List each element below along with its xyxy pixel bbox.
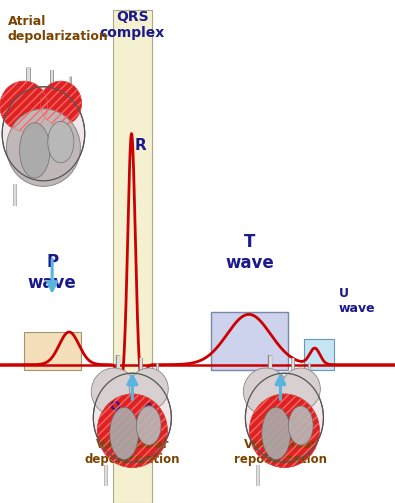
Ellipse shape — [40, 81, 81, 126]
Ellipse shape — [98, 394, 167, 467]
Ellipse shape — [243, 368, 288, 415]
Ellipse shape — [93, 373, 171, 462]
Bar — [113, 10, 152, 503]
Ellipse shape — [250, 394, 319, 467]
Text: Ventricular
depolarization: Ventricular depolarization — [85, 438, 180, 466]
Ellipse shape — [0, 81, 48, 131]
Ellipse shape — [110, 407, 139, 460]
Ellipse shape — [2, 87, 85, 181]
Text: R: R — [135, 138, 147, 153]
Text: U
wave: U wave — [339, 287, 376, 315]
Bar — [211, 312, 288, 370]
Bar — [304, 339, 334, 370]
Ellipse shape — [281, 368, 320, 410]
Text: Atrial
depolarization: Atrial depolarization — [8, 15, 109, 43]
Text: Ventricular
repolarization: Ventricular repolarization — [234, 438, 327, 466]
Ellipse shape — [136, 406, 161, 445]
Text: Q: Q — [109, 400, 120, 413]
Bar — [24, 332, 81, 370]
Text: QRS
complex: QRS complex — [100, 10, 165, 40]
Ellipse shape — [19, 123, 50, 178]
Ellipse shape — [6, 109, 81, 187]
Ellipse shape — [245, 373, 324, 462]
Ellipse shape — [288, 406, 313, 445]
Text: S: S — [143, 402, 152, 415]
Text: T
wave: T wave — [226, 233, 275, 272]
Ellipse shape — [129, 368, 168, 410]
Ellipse shape — [262, 407, 291, 460]
Ellipse shape — [91, 368, 136, 415]
Ellipse shape — [48, 121, 74, 163]
Text: P
wave: P wave — [28, 253, 77, 292]
